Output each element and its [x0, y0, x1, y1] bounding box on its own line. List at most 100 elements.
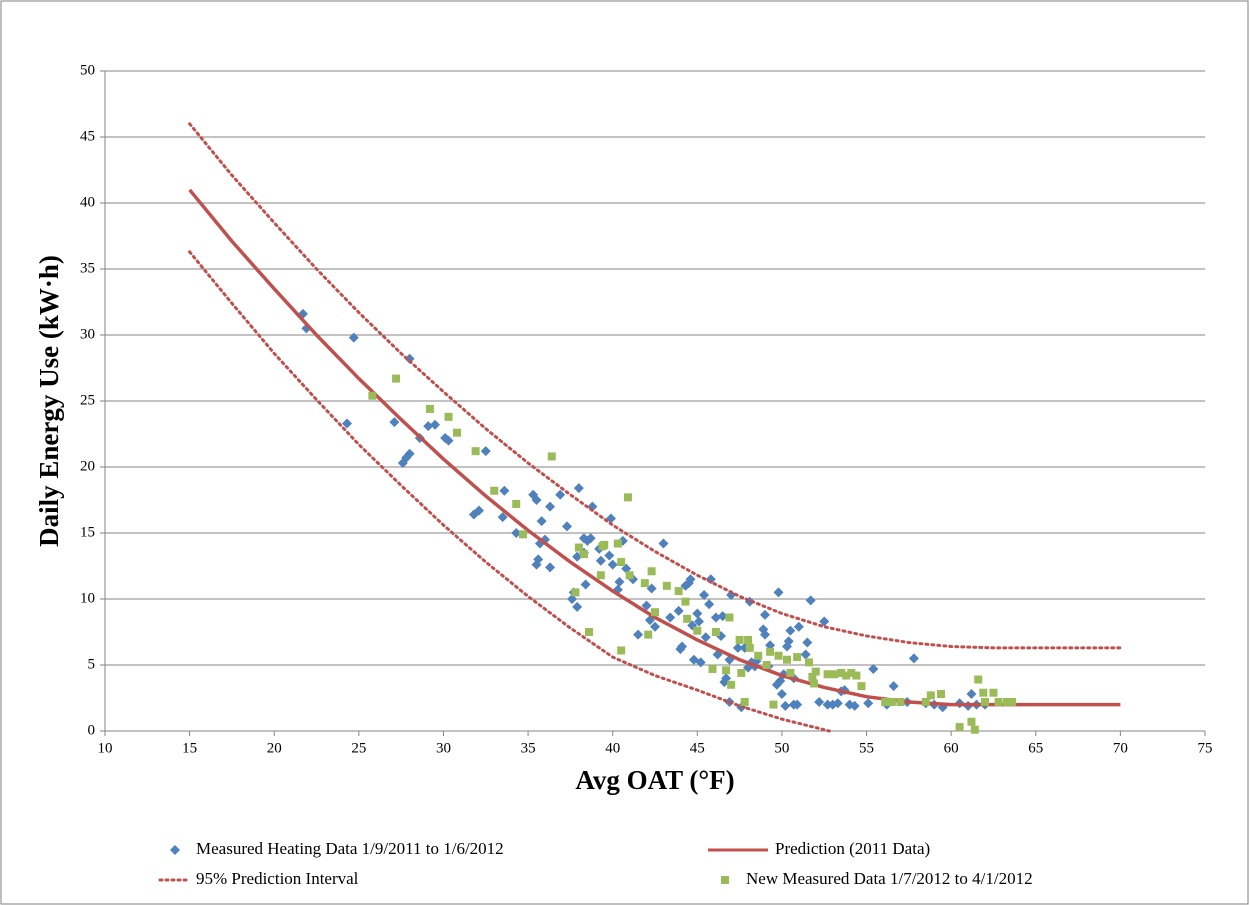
data-point [444, 412, 453, 421]
data-point [937, 690, 945, 699]
data-point [681, 597, 690, 606]
data-point [704, 599, 715, 610]
data-point [727, 680, 736, 689]
data-point [692, 608, 703, 619]
data-point [726, 590, 737, 601]
data-point [786, 668, 795, 677]
data-point [536, 516, 547, 527]
data-point [765, 640, 776, 651]
data-point [693, 626, 702, 635]
data-line [188, 122, 1122, 733]
data-point [773, 587, 784, 598]
x-tick-label: 35 [521, 740, 536, 756]
data-point [600, 540, 609, 549]
data-point [863, 698, 874, 709]
data-point [572, 601, 583, 612]
legend-marker [721, 876, 729, 884]
data-point [762, 661, 771, 669]
y-tick-label: 40 [80, 194, 95, 210]
data-point [650, 621, 660, 632]
data-point [783, 636, 794, 647]
data-point [443, 435, 454, 446]
data-point [760, 609, 770, 620]
data-point [595, 555, 606, 566]
data-point [721, 673, 732, 684]
data-point [805, 658, 813, 667]
data-point [887, 697, 896, 706]
data-point [967, 717, 976, 726]
y-tick-label: 25 [80, 392, 95, 408]
data-point [685, 574, 696, 585]
data-point [573, 483, 584, 494]
data-point [780, 700, 791, 711]
data-point [974, 675, 983, 684]
data-point [754, 651, 763, 660]
y-tick-label: 30 [80, 326, 95, 342]
data-point [708, 664, 717, 673]
data-point [979, 688, 988, 697]
data-point [823, 670, 832, 679]
data-point [640, 579, 649, 588]
data-point [868, 663, 879, 674]
data-point [737, 668, 746, 677]
data-point [732, 642, 743, 653]
data-point [793, 653, 802, 662]
data-point [837, 668, 846, 677]
data-point [471, 447, 480, 456]
data-point [389, 417, 400, 428]
data-point [574, 543, 583, 552]
data-point [651, 608, 659, 617]
x-tick-label: 50 [774, 740, 789, 756]
data-point [926, 691, 935, 700]
data-point [423, 421, 434, 432]
data-point [617, 558, 626, 567]
data-point [646, 583, 657, 594]
y-tick-label: 35 [80, 260, 95, 276]
legend-label: New Measured Data 1/7/2012 to 4/1/2012 [746, 869, 1033, 888]
data-point [722, 666, 731, 675]
data-point [711, 628, 720, 636]
x-axis-title: Avg OAT (°F) [575, 765, 734, 795]
data-point [802, 637, 813, 648]
data-point [430, 419, 440, 430]
data-point [579, 550, 588, 559]
data-point [805, 595, 816, 606]
data-point [562, 521, 572, 532]
data-point [658, 538, 669, 549]
data-point [683, 614, 692, 623]
legend-label: Measured Heating Data 1/9/2011 to 1/6/20… [196, 839, 504, 858]
data-point [989, 688, 998, 697]
legend-label: Prediction (2011 Data) [775, 839, 930, 858]
data-point [814, 696, 825, 707]
data-point [392, 374, 401, 383]
data-point [606, 513, 616, 524]
data-point [695, 657, 706, 668]
data-point [896, 697, 905, 706]
data-point [744, 635, 753, 644]
data-point [571, 588, 580, 597]
data-point [717, 611, 728, 622]
data-point [641, 600, 652, 611]
data-point [745, 643, 754, 652]
data-point [769, 700, 778, 709]
data-point [810, 679, 819, 688]
data-point [499, 485, 510, 496]
data-point [474, 505, 484, 516]
data-point [644, 630, 653, 639]
y-tick-label: 0 [88, 722, 96, 738]
data-point [647, 567, 656, 576]
y-tick-label: 15 [80, 524, 95, 540]
data-point [811, 667, 820, 676]
data-point [981, 697, 989, 706]
data-point [694, 616, 704, 627]
data-point [585, 628, 593, 636]
data-point [725, 613, 734, 622]
data-point [888, 681, 899, 692]
data-point [766, 647, 775, 656]
data-point [425, 404, 434, 413]
data-point [774, 651, 783, 660]
x-tick-label: 70 [1113, 740, 1128, 756]
data-point [842, 671, 851, 680]
